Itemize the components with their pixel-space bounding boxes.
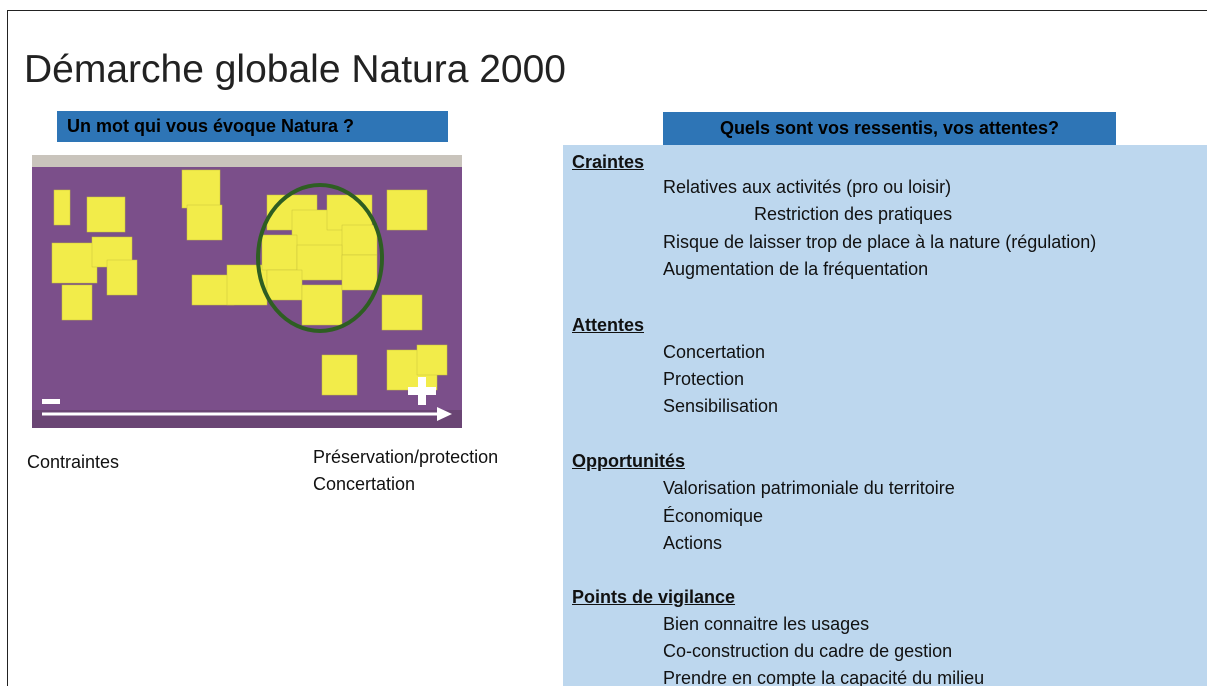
list-item: Risque de laisser trop de place à la nat… [663,231,1096,253]
list-item: Concertation [663,341,765,363]
section-heading: Points de vigilance [572,586,735,608]
list-item: Protection [663,368,744,390]
section-heading: Opportunités [572,450,685,472]
frame-line [7,10,1207,11]
list-item: Augmentation de la fréquentation [663,258,928,280]
list-item: Valorisation patrimoniale du territoire [663,477,955,499]
list-item: Sensibilisation [663,395,778,417]
slide-title: Démarche globale Natura 2000 [24,48,566,92]
list-item: Bien connaitre les usages [663,613,869,635]
list-item: Co-construction du cadre de gestion [663,640,952,662]
right-header: Quels sont vos ressentis, vos attentes? [663,112,1116,145]
photo-label: Contraintes [27,451,119,473]
left-header: Un mot qui vous évoque Natura ? [57,111,448,142]
frame-line [7,10,8,686]
list-item: Relatives aux activités (pro ou loisir) [663,176,951,198]
section-heading: Attentes [572,314,644,336]
photo [32,155,462,428]
slide: Démarche globale Natura 2000 Un mot qui … [0,0,1207,686]
list-item: Prendre en compte la capacité du milieu [663,667,984,686]
list-item: Restriction des pratiques [754,203,952,225]
photo-label: Concertation [313,473,415,495]
list-item: Économique [663,505,763,527]
section-heading: Craintes [572,151,644,173]
photo-label: Préservation/protection [313,446,498,468]
list-item: Actions [663,532,722,554]
